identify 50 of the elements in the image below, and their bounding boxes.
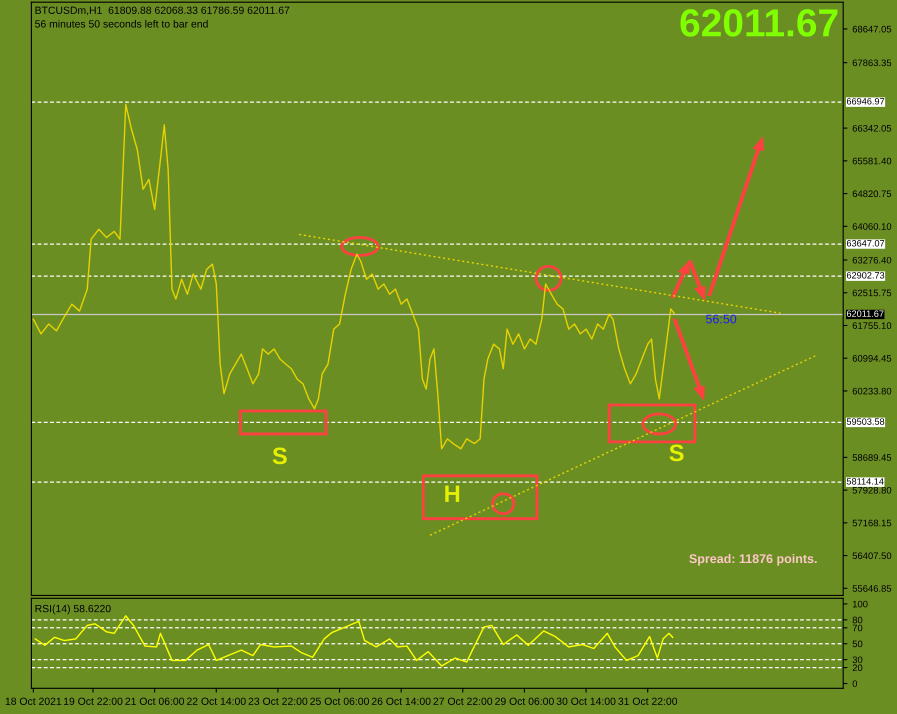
ref-line-label: 66946.97 bbox=[846, 98, 884, 105]
ref-line-label: 62011.67 bbox=[846, 310, 884, 317]
x-tick-label: 31 Oct 22:00 bbox=[618, 698, 678, 705]
annotation: BTCUSDm,H1 61809.88 62068.33 61786.59 62011.67 bbox=[35, 6, 290, 16]
y-tick-label: 60994.45 bbox=[852, 355, 892, 362]
x-tick-label: 21 Oct 06:00 bbox=[125, 698, 184, 705]
y-tick-label: 57928.80 bbox=[852, 486, 892, 494]
x-tick-label: 19 Oct 22:00 bbox=[64, 698, 122, 705]
y-tick-label: 57168.15 bbox=[852, 520, 892, 526]
y-tick-label: 20 bbox=[852, 664, 862, 672]
y-tick-label: 64060.10 bbox=[852, 223, 892, 230]
ref-line-label: 63647.07 bbox=[846, 240, 884, 247]
ref-line-label: 58114.14 bbox=[846, 478, 884, 485]
x-tick-label: 23 Oct 22:00 bbox=[248, 698, 308, 705]
x-tick-label: 25 Oct 06:00 bbox=[310, 698, 369, 705]
x-tick-label: 29 Oct 06:00 bbox=[495, 698, 554, 705]
text: RSI(14) 58.6220 bbox=[35, 604, 111, 614]
annotation: 56:50 bbox=[706, 314, 736, 324]
y-tick-label: 50 bbox=[852, 640, 862, 648]
annotation: S bbox=[669, 444, 684, 462]
annotation: S bbox=[272, 448, 287, 464]
y-tick-label: 60233.80 bbox=[852, 388, 892, 394]
annotation: 62011.67 bbox=[680, 9, 838, 37]
annotation: H bbox=[445, 486, 460, 502]
line-series bbox=[34, 615, 674, 667]
y-tick-label: 68647.05 bbox=[852, 26, 892, 32]
ref-line-label: 59503.58 bbox=[846, 418, 884, 425]
y-tick-label: 64820.75 bbox=[852, 190, 892, 198]
y-tick-label: 58689.45 bbox=[852, 454, 892, 461]
y-tick-label: 100 bbox=[852, 600, 868, 608]
y-tick-label: 66342.05 bbox=[852, 124, 892, 132]
y-tick-label: 0 bbox=[852, 680, 858, 688]
y-tick-label: 56407.50 bbox=[852, 552, 892, 560]
x-tick-label: 26 Oct 14:00 bbox=[372, 698, 431, 705]
annotation: 56 minutes 50 seconds left to bar end bbox=[35, 20, 208, 28]
y-tick-label: 65581.40 bbox=[852, 158, 892, 164]
y-tick-label: 62515.75 bbox=[852, 290, 892, 296]
annotation: Spread: 11876 points. bbox=[689, 554, 817, 566]
y-tick-label: 30 bbox=[852, 656, 862, 664]
y-tick-label: 61755.10 bbox=[852, 322, 892, 329]
y-tick-label: 55646.85 bbox=[852, 585, 892, 592]
x-tick-label: 22 Oct 14:00 bbox=[186, 698, 246, 705]
y-tick-label: 67863.35 bbox=[852, 59, 892, 66]
y-tick-label: 80 bbox=[852, 616, 862, 624]
y-tick-label: 70 bbox=[852, 624, 862, 632]
y-tick-label: 63276.40 bbox=[852, 256, 892, 264]
ref-line-label: 62902.73 bbox=[846, 272, 884, 279]
x-tick-label: 18 Oct 2021 bbox=[6, 698, 62, 705]
x-tick-label: 30 Oct 14:00 bbox=[556, 698, 616, 705]
x-tick-label: 27 Oct 22:00 bbox=[434, 698, 492, 705]
